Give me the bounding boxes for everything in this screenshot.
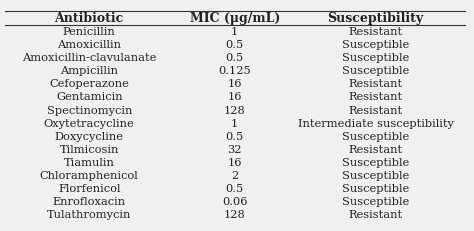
Text: Florfenicol: Florfenicol bbox=[58, 184, 120, 194]
Text: Oxytetracycline: Oxytetracycline bbox=[44, 119, 135, 128]
Text: Cefoperazone: Cefoperazone bbox=[49, 79, 129, 89]
Text: 1: 1 bbox=[231, 119, 238, 128]
Text: Gentamicin: Gentamicin bbox=[56, 92, 122, 103]
Text: 16: 16 bbox=[228, 158, 242, 167]
Text: Susceptible: Susceptible bbox=[342, 67, 409, 76]
Text: Susceptible: Susceptible bbox=[342, 184, 409, 194]
Text: Resistant: Resistant bbox=[348, 92, 403, 103]
Text: Amoxicillin-clavulanate: Amoxicillin-clavulanate bbox=[22, 53, 156, 64]
Text: 2: 2 bbox=[231, 171, 238, 181]
Text: Tilmicosin: Tilmicosin bbox=[60, 145, 119, 155]
Text: 0.06: 0.06 bbox=[222, 197, 247, 207]
Text: Ampicillin: Ampicillin bbox=[60, 67, 118, 76]
Text: Spectinomycin: Spectinomycin bbox=[46, 106, 132, 116]
Text: 0.125: 0.125 bbox=[219, 67, 251, 76]
Text: 32: 32 bbox=[228, 145, 242, 155]
Text: Penicillin: Penicillin bbox=[63, 27, 116, 37]
Text: Susceptible: Susceptible bbox=[342, 53, 409, 64]
Text: 0.5: 0.5 bbox=[226, 40, 244, 50]
Text: 128: 128 bbox=[224, 210, 246, 220]
Text: 16: 16 bbox=[228, 79, 242, 89]
Text: Antibiotic: Antibiotic bbox=[55, 12, 124, 24]
Text: Tulathromycin: Tulathromycin bbox=[47, 210, 131, 220]
Text: Tiamulin: Tiamulin bbox=[64, 158, 115, 167]
Text: Amoxicillin: Amoxicillin bbox=[57, 40, 121, 50]
Text: Resistant: Resistant bbox=[348, 210, 403, 220]
Text: Chloramphenicol: Chloramphenicol bbox=[40, 171, 138, 181]
Text: 0.5: 0.5 bbox=[226, 184, 244, 194]
Text: Resistant: Resistant bbox=[348, 27, 403, 37]
Text: 16: 16 bbox=[228, 92, 242, 103]
Text: Enrofloxacin: Enrofloxacin bbox=[53, 197, 126, 207]
Text: Resistant: Resistant bbox=[348, 79, 403, 89]
Text: Susceptible: Susceptible bbox=[342, 171, 409, 181]
Text: Susceptible: Susceptible bbox=[342, 131, 409, 142]
Text: MIC (μg/mL): MIC (μg/mL) bbox=[190, 12, 280, 24]
Text: Susceptible: Susceptible bbox=[342, 158, 409, 167]
Text: 0.5: 0.5 bbox=[226, 131, 244, 142]
Text: Susceptible: Susceptible bbox=[342, 40, 409, 50]
Text: Doxycycline: Doxycycline bbox=[55, 131, 124, 142]
Text: 0.5: 0.5 bbox=[226, 53, 244, 64]
Text: Intermediate susceptibility: Intermediate susceptibility bbox=[298, 119, 454, 128]
Text: Susceptible: Susceptible bbox=[342, 197, 409, 207]
Text: Susceptibility: Susceptibility bbox=[328, 12, 424, 24]
Text: Resistant: Resistant bbox=[348, 106, 403, 116]
Text: Resistant: Resistant bbox=[348, 145, 403, 155]
Text: 1: 1 bbox=[231, 27, 238, 37]
Text: 128: 128 bbox=[224, 106, 246, 116]
